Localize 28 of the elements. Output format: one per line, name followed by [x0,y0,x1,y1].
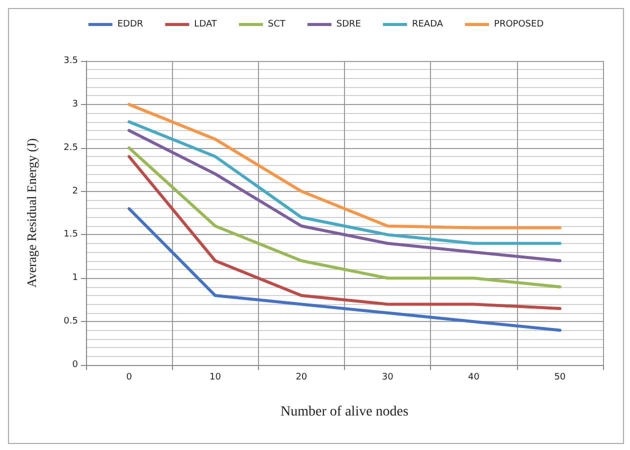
line-series [128,128,562,262]
line-series [128,155,562,310]
x-tick-label: 0 [126,372,132,382]
y-tick-label: 3.5 [64,56,78,66]
x-tick-label: 10 [210,372,222,382]
x-tick-label: 40 [468,372,480,382]
y-tick-label: 2.5 [64,142,78,153]
y-tick-label: 2 [72,186,78,196]
legend-label: READA [412,20,444,30]
y-tick-label: 3 [72,99,78,110]
legend-label: LDAT [194,20,218,30]
y-axis-title: Average Residual Energy (J) [24,138,39,288]
x-axis-title: Number of alive nodes [280,404,408,420]
x-tick-label: 20 [296,372,308,382]
line-series [128,207,562,332]
legend-label: PROPOSED [494,20,544,30]
y-tick-label: 1.5 [64,230,78,240]
y-tick-label: 0 [72,360,78,370]
legend-label: SCT [268,20,286,30]
line-series [128,120,562,245]
y-tick-label: 1 [72,273,78,284]
y-tick-label: 0.5 [64,316,78,327]
x-tick-label: 30 [382,372,394,382]
line-series [128,146,562,288]
x-tick-label: 50 [554,372,566,382]
legend-label: SDRE [336,20,362,30]
legend-label: EDDR [117,20,144,30]
line-series [128,102,562,230]
